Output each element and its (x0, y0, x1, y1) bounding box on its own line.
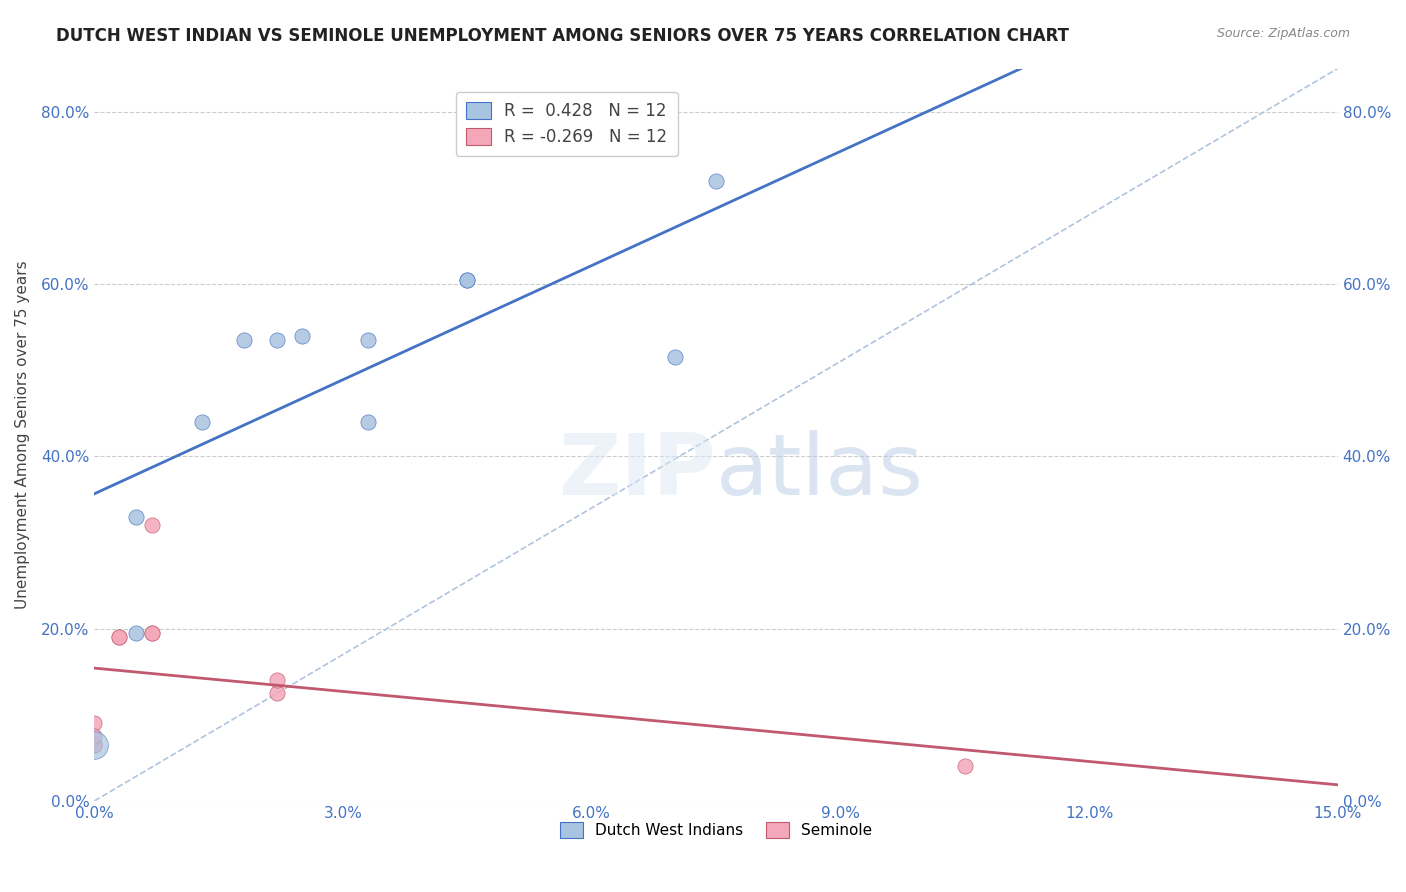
Point (266, 333, 288, 347)
Point (83, 738, 105, 752)
Point (456, 272, 478, 286)
Text: ZIP: ZIP (558, 430, 716, 513)
Text: Source: ZipAtlas.com: Source: ZipAtlas.com (1216, 27, 1350, 40)
Point (266, 686, 288, 700)
Point (664, 350, 686, 364)
Point (125, 509, 148, 524)
Point (357, 333, 380, 347)
Point (357, 415, 380, 429)
Point (141, 625, 163, 640)
Point (704, 173, 727, 187)
Point (456, 272, 478, 286)
Text: DUTCH WEST INDIAN VS SEMINOLE UNEMPLOYMENT AMONG SENIORS OVER 75 YEARS CORRELATI: DUTCH WEST INDIAN VS SEMINOLE UNEMPLOYME… (56, 27, 1069, 45)
Point (191, 415, 214, 429)
Point (141, 518, 163, 533)
Point (141, 625, 163, 640)
Y-axis label: Unemployment Among Seniors over 75 years: Unemployment Among Seniors over 75 years (15, 260, 30, 609)
Point (953, 759, 976, 773)
Point (266, 673, 288, 688)
Point (83, 716, 105, 731)
Point (83, 738, 105, 752)
Point (232, 333, 254, 347)
Point (291, 328, 314, 343)
Legend: Dutch West Indians, Seminole: Dutch West Indians, Seminole (554, 816, 879, 845)
Point (83, 729, 105, 743)
Point (108, 630, 131, 644)
Point (125, 625, 148, 640)
Point (83, 738, 105, 752)
Point (108, 630, 131, 644)
Text: atlas: atlas (716, 430, 924, 513)
